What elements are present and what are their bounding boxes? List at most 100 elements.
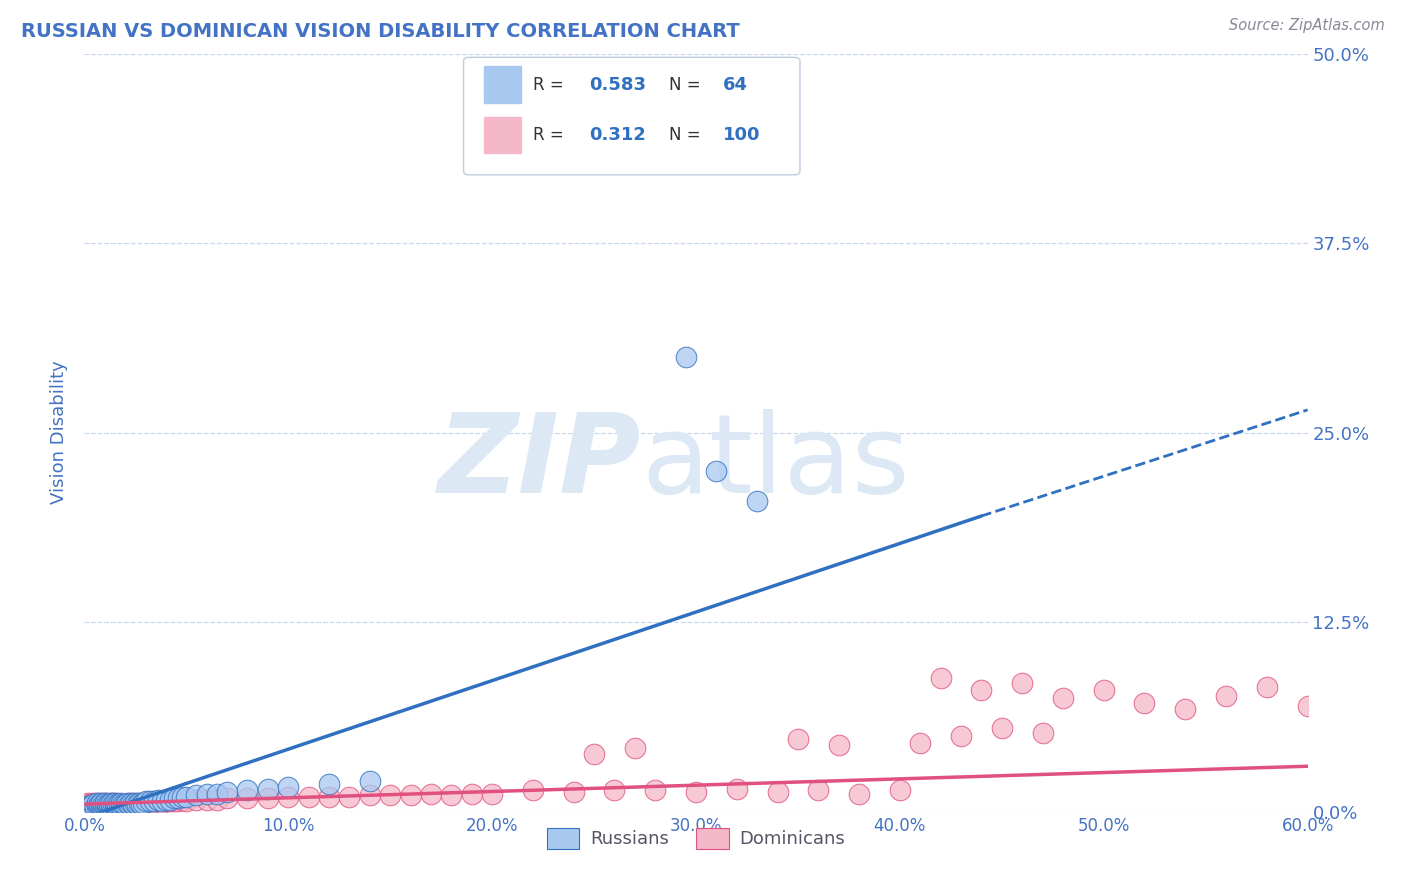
Point xyxy=(163,791,186,805)
Point xyxy=(1174,701,1197,715)
Point xyxy=(461,787,484,801)
Point xyxy=(217,791,239,805)
Point xyxy=(135,794,157,808)
Text: R =: R = xyxy=(533,127,564,145)
Point xyxy=(83,797,105,812)
Point xyxy=(100,796,122,810)
Point xyxy=(138,796,160,810)
Point xyxy=(96,796,118,810)
Point xyxy=(747,494,769,508)
Point xyxy=(1092,683,1115,698)
Point xyxy=(127,796,149,810)
Point xyxy=(87,798,110,813)
Point xyxy=(205,787,228,801)
Point xyxy=(108,798,131,813)
Point xyxy=(1184,31,1206,45)
Point xyxy=(1256,681,1278,695)
Point xyxy=(848,787,870,801)
Point xyxy=(120,796,142,810)
Point xyxy=(131,796,153,810)
Point xyxy=(93,798,115,813)
Point xyxy=(115,796,138,810)
Point xyxy=(195,787,218,801)
Point xyxy=(155,794,177,808)
Point xyxy=(124,797,146,812)
Point xyxy=(1296,698,1319,713)
Point xyxy=(481,787,503,801)
Point xyxy=(91,797,114,812)
Point xyxy=(174,789,197,804)
Point xyxy=(644,783,666,797)
Point xyxy=(83,800,105,814)
Point xyxy=(131,797,153,812)
Point xyxy=(420,787,443,801)
Point xyxy=(86,796,108,810)
Point xyxy=(96,798,118,813)
Point xyxy=(766,785,789,799)
Point xyxy=(186,792,208,806)
Point xyxy=(399,788,422,802)
Point xyxy=(105,798,128,813)
Point xyxy=(97,800,120,814)
Legend: Russians, Dominicans: Russians, Dominicans xyxy=(540,821,852,855)
Point xyxy=(359,774,381,789)
Text: 0.583: 0.583 xyxy=(589,76,647,94)
Point xyxy=(725,781,748,797)
Bar xyxy=(484,67,522,103)
Point xyxy=(122,796,145,810)
Point xyxy=(104,798,127,813)
Text: R =: R = xyxy=(533,76,564,94)
Point xyxy=(1052,691,1074,706)
Point xyxy=(1133,696,1156,710)
Point xyxy=(186,788,208,802)
Point xyxy=(86,796,108,810)
Point xyxy=(79,797,101,812)
Point xyxy=(217,785,239,799)
Point xyxy=(97,798,120,813)
Point xyxy=(236,783,259,797)
Point xyxy=(120,797,142,812)
Point xyxy=(83,800,105,814)
Point xyxy=(163,794,186,808)
Point xyxy=(96,798,118,813)
Point xyxy=(112,798,135,813)
Point xyxy=(108,797,131,812)
Point xyxy=(257,781,280,797)
Point xyxy=(101,798,124,813)
Point xyxy=(104,798,127,813)
Point xyxy=(77,796,100,810)
Point xyxy=(135,796,157,810)
Point xyxy=(159,794,181,808)
Point xyxy=(142,796,165,810)
Point xyxy=(75,797,97,812)
Point xyxy=(339,789,361,804)
Point xyxy=(172,792,194,806)
Point xyxy=(118,797,141,812)
Point xyxy=(583,747,606,761)
Point xyxy=(79,800,101,814)
Point xyxy=(150,794,173,808)
Point xyxy=(298,789,321,804)
Text: 100: 100 xyxy=(723,127,761,145)
Point xyxy=(380,788,402,802)
Point xyxy=(82,796,104,810)
FancyBboxPatch shape xyxy=(464,57,800,175)
Point xyxy=(110,796,132,810)
Point xyxy=(105,798,128,813)
Text: ZIP: ZIP xyxy=(437,409,641,516)
Point xyxy=(105,797,128,812)
Point xyxy=(91,800,114,814)
Point xyxy=(75,800,97,814)
Point xyxy=(159,792,181,806)
Point xyxy=(807,783,830,797)
Point xyxy=(128,796,150,810)
Point xyxy=(90,798,112,813)
Point xyxy=(105,796,128,810)
Text: atlas: atlas xyxy=(641,409,910,516)
Point xyxy=(91,797,114,812)
Point xyxy=(91,800,114,814)
Point xyxy=(87,797,110,812)
Point xyxy=(155,792,177,806)
Point xyxy=(562,785,585,799)
Point xyxy=(167,791,190,805)
